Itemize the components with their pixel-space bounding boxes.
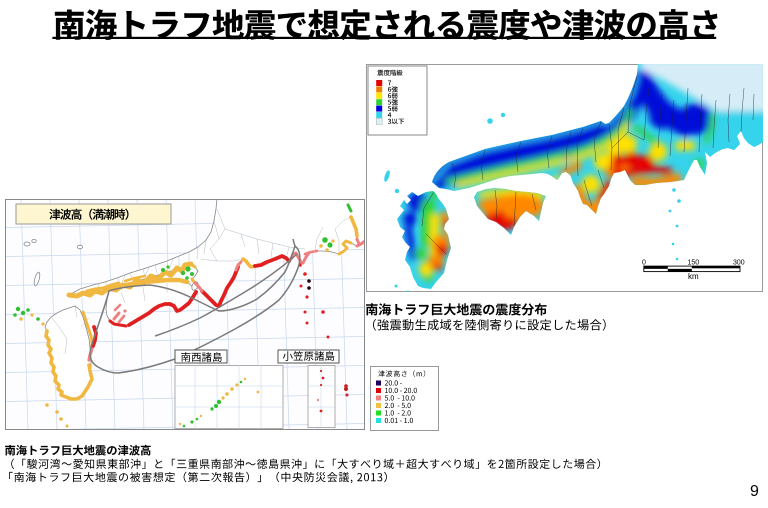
svg-text:km: km bbox=[688, 272, 699, 281]
svg-text:0: 0 bbox=[642, 260, 646, 267]
svg-text:150: 150 bbox=[688, 260, 700, 267]
svg-text:300: 300 bbox=[733, 260, 745, 267]
